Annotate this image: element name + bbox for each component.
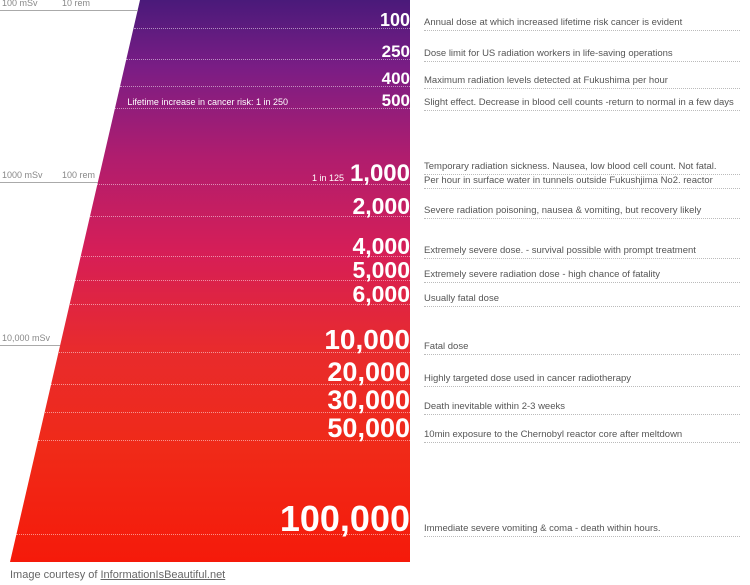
dose-value: 2,000 xyxy=(352,193,410,220)
dose-description: Extremely severe radiation dose - high c… xyxy=(424,270,740,284)
axis-label-msv: 1000 mSv xyxy=(2,170,43,180)
axis-tick xyxy=(0,345,60,346)
row-divider xyxy=(134,28,410,29)
credit-prefix: Image courtesy of xyxy=(10,569,101,581)
dose-description-line: Slight effect. Decrease in blood cell co… xyxy=(424,98,740,111)
dose-description: 10min exposure to the Chernobyl reactor … xyxy=(424,430,740,444)
cancer-risk-note: Lifetime increase in cancer risk: 1 in 2… xyxy=(127,97,288,107)
axis-label-msv: 10,000 mSv xyxy=(2,333,50,343)
dose-value: 250 xyxy=(382,42,410,62)
axis-label-msv: 100 mSv xyxy=(2,0,38,8)
dose-description: Death inevitable within 2-3 weeks xyxy=(424,402,740,416)
dose-description: Immediate severe vomiting & coma - death… xyxy=(424,524,740,538)
dose-description: Extremely severe dose. - survival possib… xyxy=(424,246,740,260)
dose-description: Temporary radiation sickness. Nausea, lo… xyxy=(424,162,740,190)
dose-value: 400 xyxy=(382,69,410,89)
dose-description-line: Dose limit for US radiation workers in l… xyxy=(424,49,740,62)
dose-value: 6,000 xyxy=(352,281,410,308)
dose-description-line: Death inevitable within 2-3 weeks xyxy=(424,402,740,415)
dose-value: 10,000 xyxy=(324,324,410,356)
dose-description-line: Fatal dose xyxy=(424,342,740,355)
dose-description: Highly targeted dose used in cancer radi… xyxy=(424,374,740,388)
dose-value: 20,000 xyxy=(327,357,410,388)
axis-label-rem: 100 rem xyxy=(62,170,95,180)
radiation-dose-infographic: 100 mSv 10 rem 1000 mSv 100 rem 10,000 mSv 1… xyxy=(0,0,750,565)
dose-value: 5,000 xyxy=(352,257,410,284)
row-divider xyxy=(120,86,410,87)
cancer-risk-note: 1 in 125 xyxy=(312,173,344,183)
row-divider xyxy=(126,59,410,60)
dose-description-line: Usually fatal dose xyxy=(424,294,740,307)
dose-description-line: 10min exposure to the Chernobyl reactor … xyxy=(424,430,740,443)
dose-description-line: Extremely severe dose. - survival possib… xyxy=(424,246,740,259)
dose-description-line: Extremely severe radiation dose - high c… xyxy=(424,270,740,283)
row-divider xyxy=(115,108,410,109)
dose-description-line: Maximum radiation levels detected at Fuk… xyxy=(424,76,740,89)
dose-description-line: Temporary radiation sickness. Nausea, lo… xyxy=(424,162,740,175)
image-credit: Image courtesy of InformationIsBeautiful… xyxy=(10,569,225,581)
axis-label-rem: 10 rem xyxy=(62,0,90,8)
dose-description-line: Per hour in surface water in tunnels out… xyxy=(424,176,740,189)
credit-link[interactable]: InformationIsBeautiful.net xyxy=(101,569,226,581)
dose-description-line: Highly targeted dose used in cancer radi… xyxy=(424,374,740,387)
dose-description-line: Severe radiation poisoning, nausea & vom… xyxy=(424,206,740,219)
dose-description: Dose limit for US radiation workers in l… xyxy=(424,49,740,63)
axis-tick xyxy=(0,10,138,11)
dose-value: 50,000 xyxy=(327,413,410,444)
dose-value: 500 xyxy=(382,91,410,111)
axis-tick xyxy=(0,182,98,183)
dose-value: 1,000 xyxy=(350,160,410,188)
dose-description: Slight effect. Decrease in blood cell co… xyxy=(424,98,740,112)
dose-value: 100 xyxy=(380,10,410,31)
dose-description-line: Annual dose at which increased lifetime … xyxy=(424,18,740,31)
dose-description: Maximum radiation levels detected at Fuk… xyxy=(424,76,740,90)
dose-description: Usually fatal dose xyxy=(424,294,740,308)
dose-description: Annual dose at which increased lifetime … xyxy=(424,18,740,32)
dose-value: 30,000 xyxy=(327,385,410,416)
dose-description: Fatal dose xyxy=(424,342,740,356)
dose-value: 100,000 xyxy=(280,498,410,540)
dose-value: 4,000 xyxy=(352,233,410,260)
dose-description-line: Immediate severe vomiting & coma - death… xyxy=(424,524,740,537)
dose-description: Severe radiation poisoning, nausea & vom… xyxy=(424,206,740,220)
